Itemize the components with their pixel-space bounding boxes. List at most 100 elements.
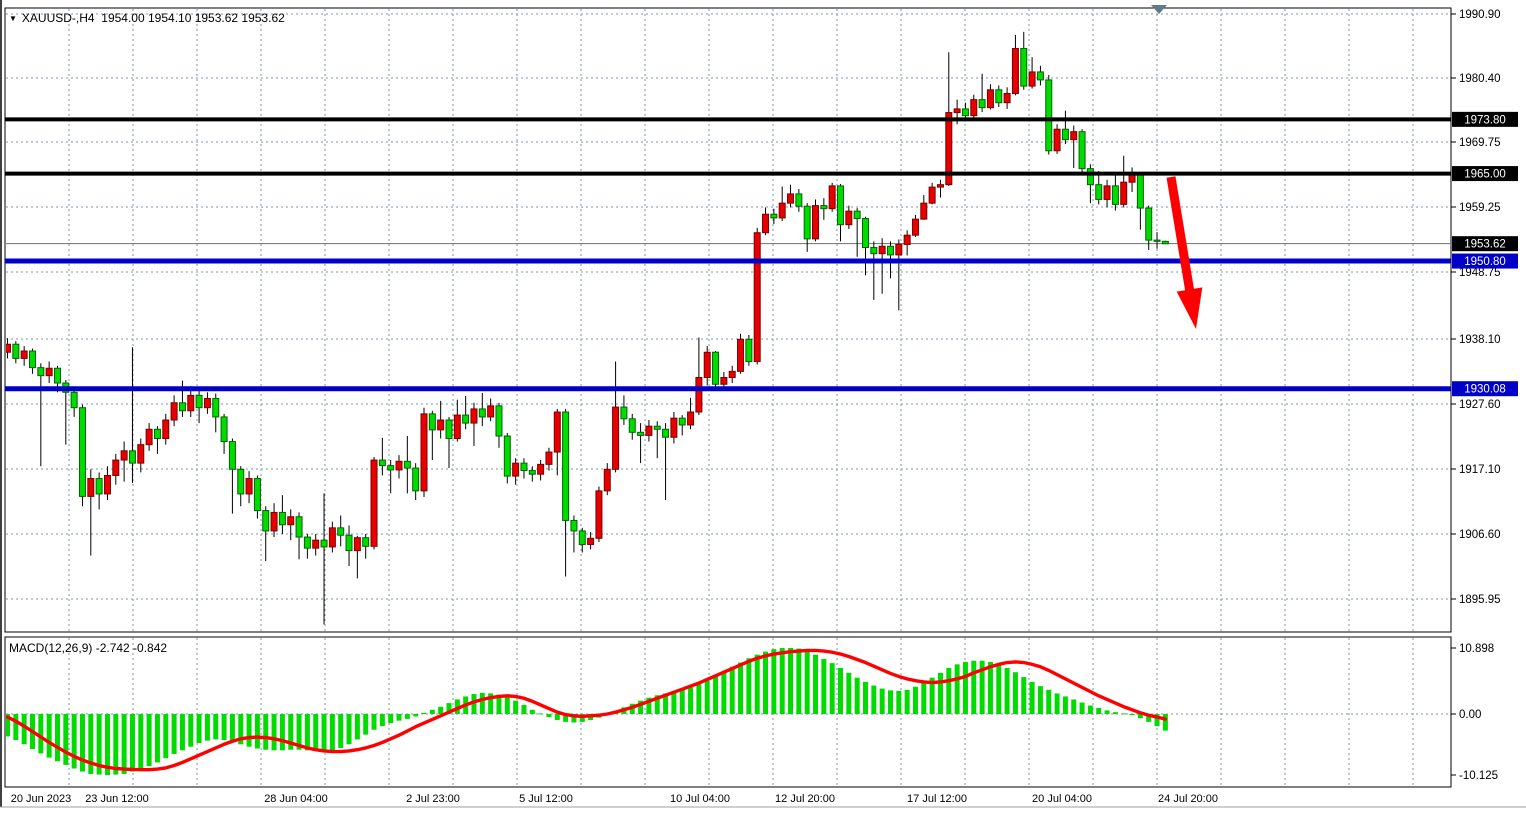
macd-axis-label: 0.00: [1459, 709, 1481, 721]
candle-body: [45, 367, 53, 377]
candle: [587, 532, 595, 550]
candle-body: [120, 450, 128, 461]
macd-histogram-bar: [529, 709, 535, 714]
candle-body: [170, 402, 178, 421]
scroll-marker-icon[interactable]: [1151, 5, 1167, 14]
candle-body: [986, 89, 994, 109]
macd-histogram-bar: [1012, 672, 1018, 714]
candle: [612, 361, 620, 473]
macd-histogram-bar: [646, 697, 652, 714]
candle: [562, 408, 570, 577]
candle: [1145, 205, 1153, 250]
price-badge[interactable]: [1452, 111, 1518, 127]
macd-histogram-bar: [929, 677, 935, 714]
macd-histogram-bar: [163, 714, 169, 759]
candle: [1086, 164, 1094, 204]
candle-body: [345, 534, 353, 552]
dropdown-arrow-icon[interactable]: ▼: [9, 14, 17, 23]
macd-histogram-bar: [121, 714, 127, 774]
candle: [195, 389, 203, 424]
candle-body: [1086, 168, 1094, 186]
candle-body: [378, 459, 386, 467]
price-badge[interactable]: [1452, 381, 1518, 397]
price-badge[interactable]: [1452, 253, 1518, 269]
candle-body: [995, 89, 1003, 104]
candle-body: [678, 417, 686, 426]
candle-body: [837, 185, 844, 226]
candle: [787, 184, 795, 208]
candle: [712, 351, 720, 391]
candle-body: [1103, 185, 1111, 200]
trend-arrow-head[interactable]: [1176, 287, 1203, 329]
macd-histogram-bar: [104, 714, 110, 776]
candle: [437, 400, 445, 439]
candle: [95, 472, 103, 510]
price-axis-label: 1895.95: [1459, 594, 1501, 606]
macd-histogram-bar: [879, 688, 885, 714]
candle-body: [37, 367, 45, 377]
candle-body: [1061, 128, 1069, 141]
candle: [428, 410, 436, 461]
candle-body: [237, 468, 245, 495]
candle: [1120, 155, 1128, 208]
candle-body: [328, 527, 336, 548]
candle-body: [803, 205, 811, 240]
macd-histogram-bar: [6, 714, 10, 737]
candle-body: [195, 394, 203, 409]
price-axis-label: 1980.40: [1459, 73, 1501, 85]
candle: [703, 346, 711, 386]
candle: [753, 227, 761, 365]
candle-body: [562, 411, 570, 521]
candle: [495, 402, 503, 448]
macd-histogram-bar: [288, 714, 294, 750]
candle-body: [778, 202, 786, 219]
time-axis-label: 24 Jul 20:00: [1158, 793, 1218, 805]
price-badge[interactable]: [1452, 166, 1518, 182]
macd-axis-label: 10.898: [1459, 643, 1494, 655]
macd-histogram-bar: [254, 714, 260, 749]
time-axis-label: 20 Jun 2023: [11, 793, 72, 805]
candle-body: [895, 243, 903, 256]
macd-histogram-bar: [896, 690, 902, 714]
macd-histogram-bar: [513, 700, 519, 714]
macd-histogram-bar: [88, 714, 94, 774]
candle: [986, 84, 994, 110]
candle: [503, 432, 511, 484]
candle: [212, 393, 220, 433]
candle-body: [287, 516, 295, 526]
macd-histogram-bar: [554, 714, 560, 721]
candle: [320, 493, 328, 625]
trend-arrow-shaft[interactable]: [1166, 176, 1195, 297]
macd-histogram-bar: [38, 714, 44, 754]
candle: [1103, 179, 1111, 208]
candle: [637, 423, 645, 464]
candle: [1045, 74, 1053, 155]
time-axis-label: 12 Jul 20:00: [775, 793, 835, 805]
candle: [936, 179, 944, 198]
candle: [695, 337, 703, 416]
candle-body: [1003, 92, 1011, 104]
candle: [445, 416, 453, 469]
macd-histogram-bar: [63, 714, 69, 765]
price-axis-label: 1917.10: [1459, 464, 1501, 476]
macd-histogram-bar: [438, 706, 444, 714]
candle-body: [753, 232, 761, 362]
candle-body: [487, 405, 495, 418]
candle-body: [828, 185, 836, 210]
macd-histogram-bar: [71, 714, 77, 769]
price-badge[interactable]: [1452, 236, 1518, 252]
macd-histogram-bar: [704, 680, 710, 714]
macd-histogram-bar: [571, 714, 577, 723]
candle-body: [603, 468, 611, 492]
candle: [820, 198, 828, 220]
candle-body: [928, 186, 936, 204]
macd-histogram-bar: [204, 714, 210, 741]
macd-histogram-bar: [229, 714, 235, 742]
candle-body: [453, 414, 461, 439]
candle-body: [412, 467, 420, 492]
candle-body: [911, 218, 919, 236]
macd-histogram-bar: [763, 651, 769, 714]
candle: [395, 455, 403, 479]
candle: [128, 347, 136, 483]
